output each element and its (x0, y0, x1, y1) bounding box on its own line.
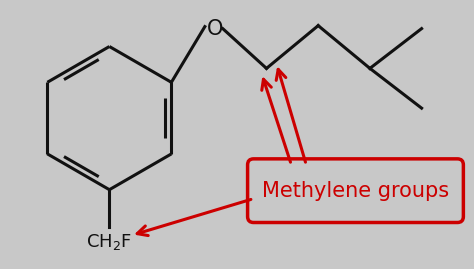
Text: O: O (207, 19, 223, 39)
Text: Methylene groups: Methylene groups (262, 181, 449, 201)
FancyBboxPatch shape (247, 159, 464, 222)
Text: CH$_2$F: CH$_2$F (86, 232, 132, 252)
